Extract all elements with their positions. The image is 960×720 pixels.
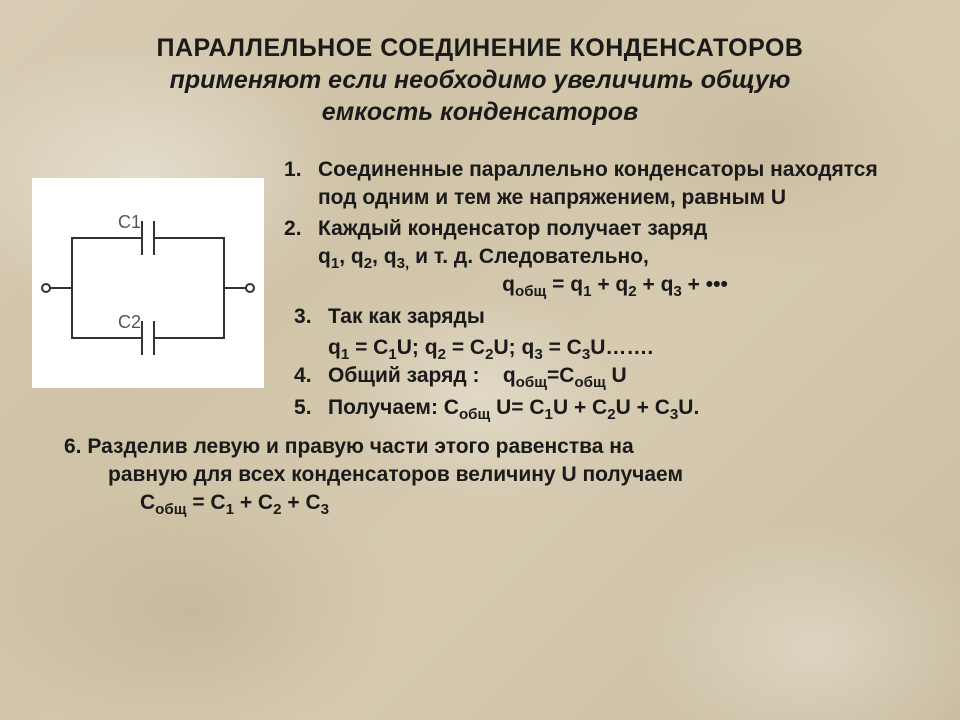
ordered-list-b: Так как заряды	[294, 303, 912, 331]
ordered-list-c: Общий заряд : qобщ=Cобщ U Получаем: Cобщ…	[294, 362, 912, 421]
circuit-svg: C1 C2	[32, 178, 264, 388]
point-6-line-1: 6. Разделив левую и правую части этого р…	[48, 433, 912, 461]
point-2: Каждый конденсатор получает заряд q1, q2…	[284, 215, 912, 298]
point-2-formula: qобщ = q1 + q2 + q3 + •••	[318, 271, 912, 299]
point-3-line-a: Так как заряды	[328, 305, 485, 328]
circuit-diagram: C1 C2	[32, 178, 264, 388]
point-6-formula: Cобщ = C1 + C2 + C3	[48, 489, 912, 517]
point-3-formula: q1 = C1U; q2 = C2U; q3 = C3U…….	[294, 334, 912, 362]
title-line-3: емкость конденсаторов	[48, 96, 912, 128]
slide: ПАРАЛЛЕЛЬНОЕ СОЕДИНЕНИЕ КОНДЕНСАТОРОВ пр…	[0, 0, 960, 720]
point-4: Общий заряд : qобщ=Cобщ U	[294, 362, 912, 390]
point-2-line-a: Каждый конденсатор получает заряд	[318, 217, 707, 240]
title-line-1: ПАРАЛЛЕЛЬНОЕ СОЕДИНЕНИЕ КОНДЕНСАТОРОВ	[48, 32, 912, 64]
point-1: Соединенные параллельно конденсаторы нах…	[284, 156, 912, 211]
text-column: Соединенные параллельно конденсаторы нах…	[284, 156, 912, 425]
content-row: C1 C2 Соединенные параллельно конденсатор…	[48, 156, 912, 425]
title-line-2: применяют если необходимо увеличить общу…	[48, 64, 912, 96]
svg-text:C2: C2	[118, 312, 141, 332]
point-5: Получаем: Cобщ U= C1U + C2U + C3U.	[294, 394, 912, 422]
ordered-list-a: Соединенные параллельно конденсаторы нах…	[284, 156, 912, 299]
point-6-line-2: равную для всех конденсаторов величину U…	[48, 461, 912, 489]
svg-text:C1: C1	[118, 212, 141, 232]
title-block: ПАРАЛЛЕЛЬНОЕ СОЕДИНЕНИЕ КОНДЕНСАТОРОВ пр…	[48, 32, 912, 128]
point-2-line-b: q1, q2, q3, и т. д. Следовательно,	[318, 245, 649, 268]
point-6: 6. Разделив левую и правую части этого р…	[48, 433, 912, 516]
point-3: Так как заряды	[294, 303, 912, 331]
